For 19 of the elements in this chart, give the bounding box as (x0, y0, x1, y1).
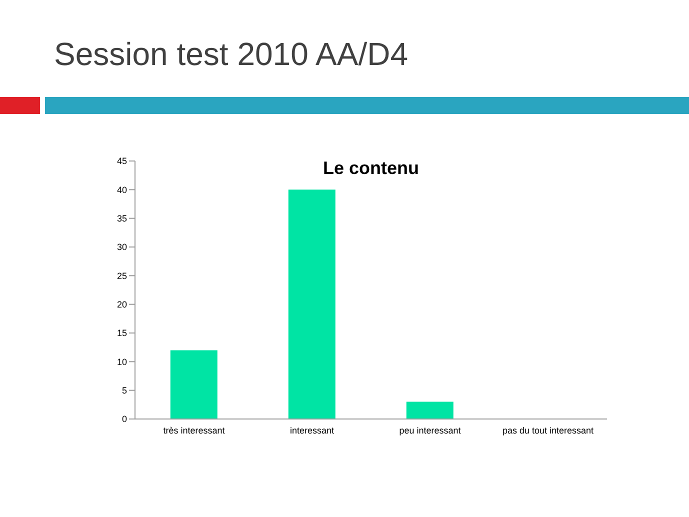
chart-subtitle: Le contenu (322, 158, 420, 179)
x-tick-label: peu interessant (399, 425, 462, 436)
y-tick-label: 20 (116, 300, 127, 310)
bar (406, 402, 454, 419)
y-tick-label: 40 (116, 184, 127, 195)
y-tick-label: 5 (122, 386, 127, 396)
x-tick-label: interessant (290, 425, 335, 436)
y-tick-label: 0 (122, 414, 127, 424)
chart-title: Session test 2010 AA/D4 (54, 36, 408, 73)
x-tick-label: très interessant (163, 425, 226, 436)
x-tick-label: pas du tout interessant (502, 425, 594, 436)
y-tick-label: 45 (116, 156, 127, 166)
y-tick-label: 30 (116, 242, 127, 252)
bar (170, 350, 218, 419)
y-tick-label: 35 (116, 214, 127, 224)
y-tick-label: 15 (116, 328, 127, 338)
y-tick-label: 25 (116, 270, 127, 281)
bar (288, 190, 336, 419)
y-tick-label: 10 (116, 356, 127, 367)
